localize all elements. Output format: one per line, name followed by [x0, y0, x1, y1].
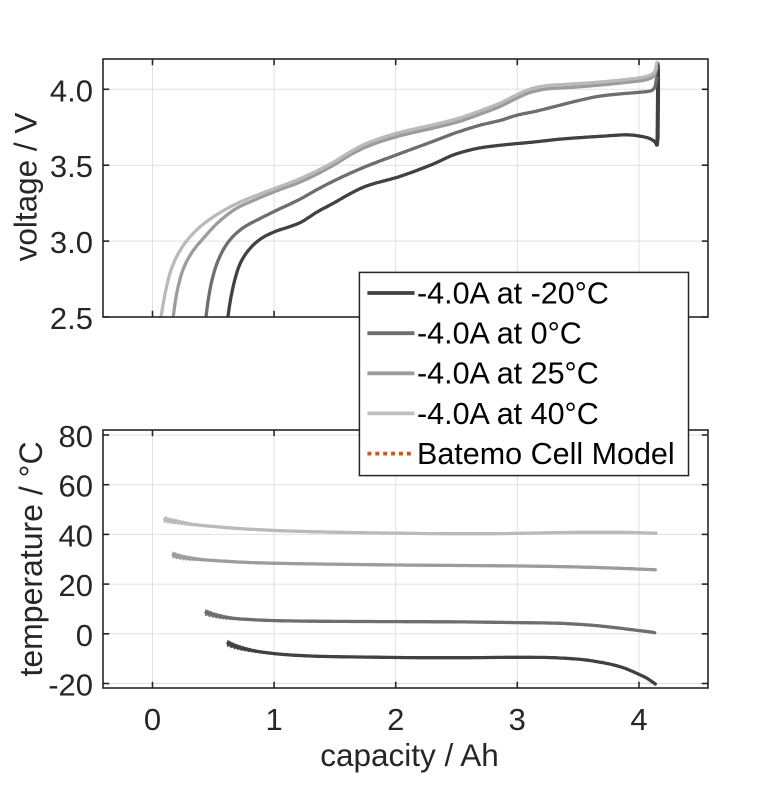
svg-text:-4.0A at 0°C: -4.0A at 0°C	[417, 317, 582, 351]
svg-text:Batemo Cell Model: Batemo Cell Model	[417, 437, 675, 471]
svg-text:3: 3	[509, 702, 526, 737]
svg-text:4.0: 4.0	[50, 73, 93, 108]
svg-text:4: 4	[630, 702, 647, 737]
svg-text:0: 0	[76, 618, 93, 653]
svg-text:-4.0A at 40°C: -4.0A at 40°C	[417, 397, 599, 431]
svg-text:temperature / °C: temperature / °C	[13, 441, 49, 676]
svg-text:60: 60	[59, 469, 93, 504]
svg-text:voltage / V: voltage / V	[8, 113, 44, 262]
svg-text:-4.0A at -20°C: -4.0A at -20°C	[417, 276, 609, 310]
svg-text:40: 40	[59, 518, 93, 553]
svg-text:20: 20	[59, 568, 93, 603]
svg-text:80: 80	[59, 419, 93, 454]
svg-text:0: 0	[144, 702, 161, 737]
svg-text:2: 2	[387, 702, 404, 737]
svg-text:capacity / Ah: capacity / Ah	[320, 737, 499, 773]
svg-text:3.5: 3.5	[50, 149, 93, 184]
svg-text:1: 1	[265, 702, 282, 737]
svg-text:3.0: 3.0	[50, 225, 93, 260]
svg-text:2.5: 2.5	[50, 301, 93, 336]
svg-text:-4.0A at 25°C: -4.0A at 25°C	[417, 357, 599, 391]
svg-text:-20: -20	[48, 668, 93, 703]
